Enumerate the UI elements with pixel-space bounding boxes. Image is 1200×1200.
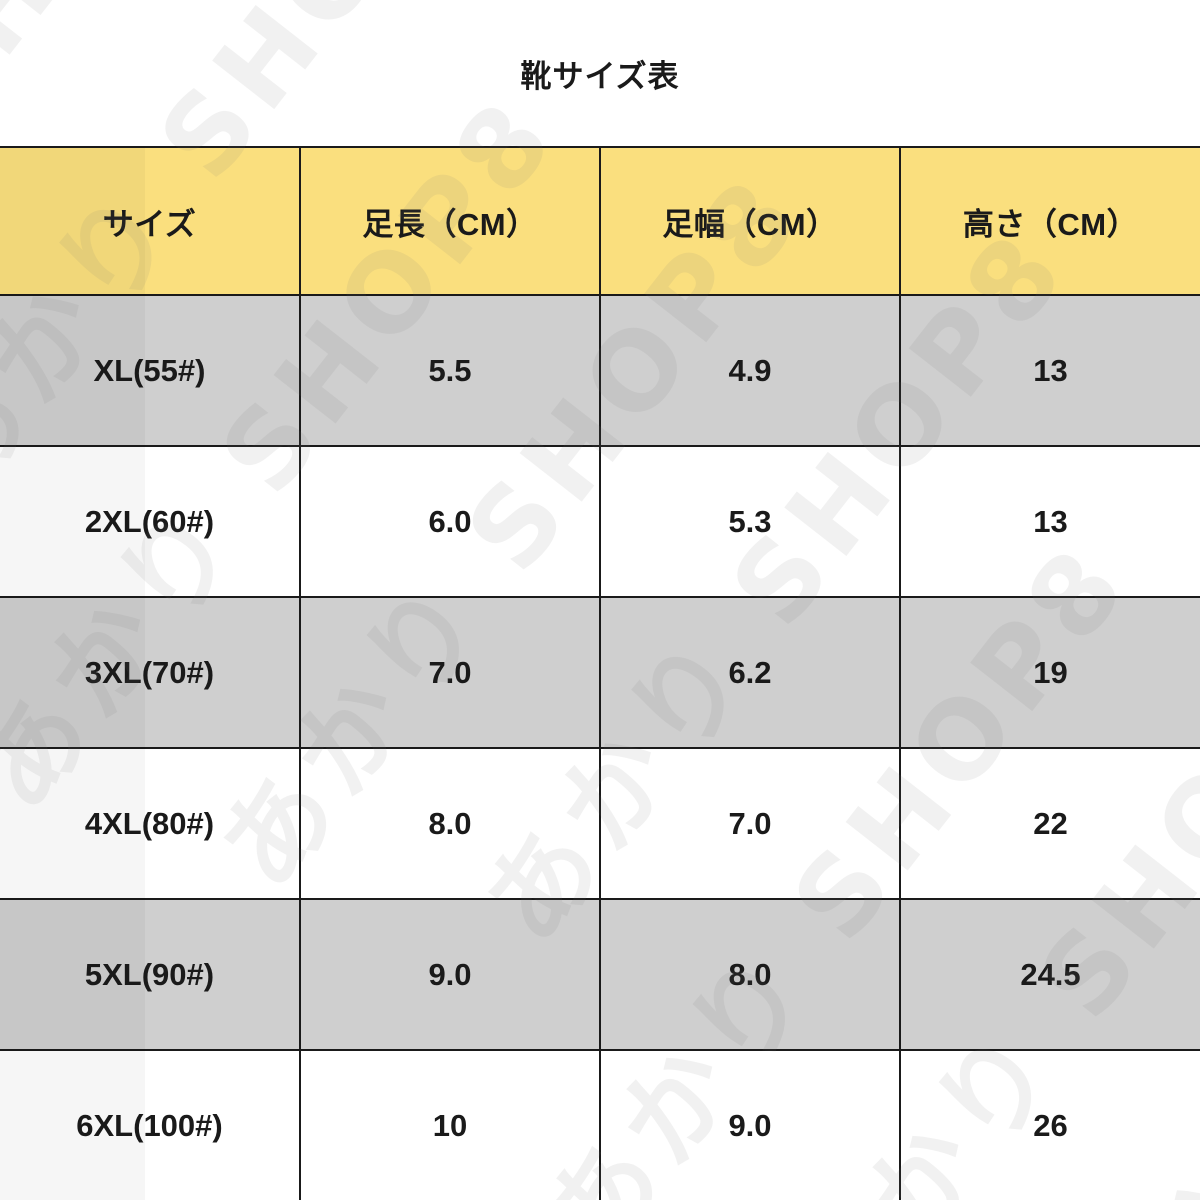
cell-size: 5XL(90#) (0, 898, 301, 1051)
cell-height: 13 (899, 294, 1200, 447)
cell-length: 10 (299, 1049, 601, 1200)
column-header-width: 足幅（CM） (599, 146, 901, 296)
page-title: 靴サイズ表 (0, 0, 1200, 148)
table-title-row: 靴サイズ表 (0, 0, 1200, 148)
cell-width: 6.2 (599, 596, 901, 749)
cell-length: 7.0 (299, 596, 601, 749)
cell-width: 9.0 (599, 1049, 901, 1200)
cell-size: 4XL(80#) (0, 747, 301, 900)
cell-length: 8.0 (299, 747, 601, 900)
cell-size: 2XL(60#) (0, 445, 301, 598)
table-header-row: サイズ 足長（CM） 足幅（CM） 高さ（CM） (0, 146, 1200, 296)
cell-height: 24.5 (899, 898, 1200, 1051)
cell-width: 8.0 (599, 898, 901, 1051)
cell-height: 13 (899, 445, 1200, 598)
table-row: 4XL(80#) 8.0 7.0 22 (0, 747, 1200, 900)
cell-size: XL(55#) (0, 294, 301, 447)
cell-length: 5.5 (299, 294, 601, 447)
column-header-height: 高さ（CM） (899, 146, 1200, 296)
table-row: 6XL(100#) 10 9.0 26 (0, 1049, 1200, 1200)
table-row: 2XL(60#) 6.0 5.3 13 (0, 445, 1200, 598)
column-header-length: 足長（CM） (299, 146, 601, 296)
cell-size: 3XL(70#) (0, 596, 301, 749)
cell-width: 5.3 (599, 445, 901, 598)
column-header-size: サイズ (0, 146, 301, 296)
cell-width: 4.9 (599, 294, 901, 447)
cell-width: 7.0 (599, 747, 901, 900)
cell-height: 22 (899, 747, 1200, 900)
cell-length: 9.0 (299, 898, 601, 1051)
table-row: 3XL(70#) 7.0 6.2 19 (0, 596, 1200, 749)
cell-height: 19 (899, 596, 1200, 749)
cell-length: 6.0 (299, 445, 601, 598)
cell-height: 26 (899, 1049, 1200, 1200)
table-row: XL(55#) 5.5 4.9 13 (0, 294, 1200, 447)
cell-size: 6XL(100#) (0, 1049, 301, 1200)
table-row: 5XL(90#) 9.0 8.0 24.5 (0, 898, 1200, 1051)
